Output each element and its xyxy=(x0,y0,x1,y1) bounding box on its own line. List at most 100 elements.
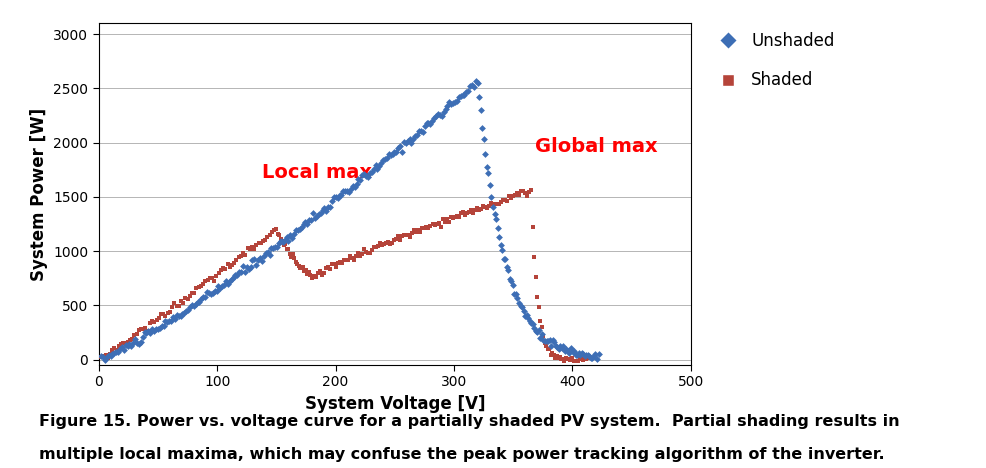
Point xyxy=(458,209,474,217)
Point xyxy=(538,337,554,345)
Point xyxy=(403,139,419,146)
Point xyxy=(100,354,115,361)
Point xyxy=(138,329,154,337)
Point xyxy=(325,193,341,200)
Point xyxy=(567,358,583,365)
Point xyxy=(185,302,201,309)
Point xyxy=(99,353,114,360)
Point xyxy=(424,220,440,227)
Point xyxy=(451,213,466,221)
Point xyxy=(536,337,552,345)
Point xyxy=(492,241,508,249)
Point xyxy=(105,346,120,354)
Point xyxy=(532,334,548,342)
Point xyxy=(257,249,273,257)
Point xyxy=(115,346,131,354)
Point xyxy=(255,237,271,244)
Point xyxy=(556,347,572,355)
Point xyxy=(545,351,561,359)
Point xyxy=(343,185,359,193)
Point xyxy=(399,137,415,144)
Point xyxy=(447,213,462,221)
Point xyxy=(428,113,444,120)
Point xyxy=(514,304,529,311)
Point xyxy=(498,263,514,271)
Point xyxy=(382,240,397,248)
Point xyxy=(465,83,481,91)
Point xyxy=(350,176,366,183)
Point xyxy=(587,351,602,358)
Point xyxy=(257,236,273,243)
Point xyxy=(461,82,477,90)
Point xyxy=(142,329,158,337)
Point xyxy=(488,215,504,222)
Point xyxy=(388,235,404,242)
Point xyxy=(252,239,268,247)
Point xyxy=(455,208,470,215)
Point xyxy=(445,214,460,222)
Point xyxy=(283,254,299,261)
Point xyxy=(350,249,366,256)
Point xyxy=(376,241,391,248)
Point xyxy=(515,188,530,195)
Point xyxy=(502,275,518,283)
Point xyxy=(472,106,488,114)
Point xyxy=(400,231,416,239)
Point xyxy=(494,246,510,254)
Point xyxy=(237,269,252,276)
Point xyxy=(478,205,494,212)
Point xyxy=(449,212,464,220)
Point xyxy=(453,92,468,100)
Point xyxy=(317,205,332,212)
Point xyxy=(344,182,360,190)
Point xyxy=(169,303,184,310)
Point xyxy=(265,244,281,252)
Point xyxy=(273,237,289,245)
Point xyxy=(167,315,182,323)
Point xyxy=(578,351,594,358)
Point xyxy=(390,232,406,240)
Point xyxy=(366,165,382,173)
Point xyxy=(93,352,108,360)
Point xyxy=(220,261,236,268)
Point xyxy=(422,120,438,127)
Point xyxy=(455,92,470,99)
Point xyxy=(336,256,352,264)
Point xyxy=(140,327,156,335)
Point xyxy=(573,349,589,357)
Point xyxy=(271,232,287,239)
Point xyxy=(520,314,535,322)
Point xyxy=(420,119,436,127)
Point xyxy=(255,252,271,259)
Point xyxy=(224,276,240,283)
Point xyxy=(580,351,596,359)
Point xyxy=(112,346,128,353)
Point xyxy=(263,244,279,251)
Point xyxy=(561,349,577,357)
Point xyxy=(358,248,374,256)
Point xyxy=(517,312,532,320)
Point xyxy=(457,92,472,99)
Point xyxy=(545,338,561,346)
Point xyxy=(293,264,309,272)
Point xyxy=(534,332,550,339)
Point xyxy=(497,256,513,263)
Point xyxy=(231,268,246,275)
Point xyxy=(354,250,370,257)
Point xyxy=(463,81,479,89)
Y-axis label: System Power [W]: System Power [W] xyxy=(30,108,47,281)
Point xyxy=(133,338,149,346)
Point xyxy=(472,205,488,213)
Point xyxy=(539,345,555,352)
Point xyxy=(430,220,446,227)
Point xyxy=(474,124,490,132)
Point xyxy=(508,291,524,298)
Point xyxy=(337,187,353,195)
Point xyxy=(319,263,335,271)
Point xyxy=(426,114,442,122)
Point xyxy=(584,354,599,361)
Point xyxy=(449,97,464,104)
Point xyxy=(323,261,339,268)
Point xyxy=(298,266,314,273)
Point xyxy=(110,348,126,355)
